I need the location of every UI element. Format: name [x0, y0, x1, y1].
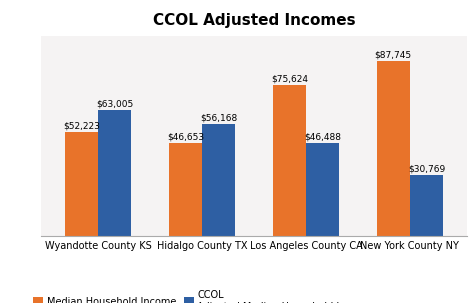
Text: $52,223: $52,223	[63, 122, 100, 131]
Legend: Median Household Income, CCOL
Adjusted Median Household Income: Median Household Income, CCOL Adjusted M…	[29, 286, 376, 303]
Text: $63,005: $63,005	[96, 100, 133, 109]
Text: $87,745: $87,745	[374, 51, 412, 59]
Text: $30,769: $30,769	[408, 165, 445, 173]
Bar	[410, 175, 443, 236]
Bar	[98, 110, 131, 236]
Bar	[65, 132, 98, 236]
Text: $56,168: $56,168	[200, 114, 237, 123]
Text: $46,488: $46,488	[304, 133, 341, 142]
Bar	[202, 124, 235, 236]
Title: CCOL Adjusted Incomes: CCOL Adjusted Incomes	[153, 13, 356, 28]
Bar	[306, 143, 339, 236]
Bar	[376, 61, 410, 236]
Bar	[273, 85, 306, 236]
Text: $46,653: $46,653	[167, 133, 204, 142]
Text: $75,624: $75,624	[271, 75, 308, 84]
Bar	[169, 143, 202, 236]
